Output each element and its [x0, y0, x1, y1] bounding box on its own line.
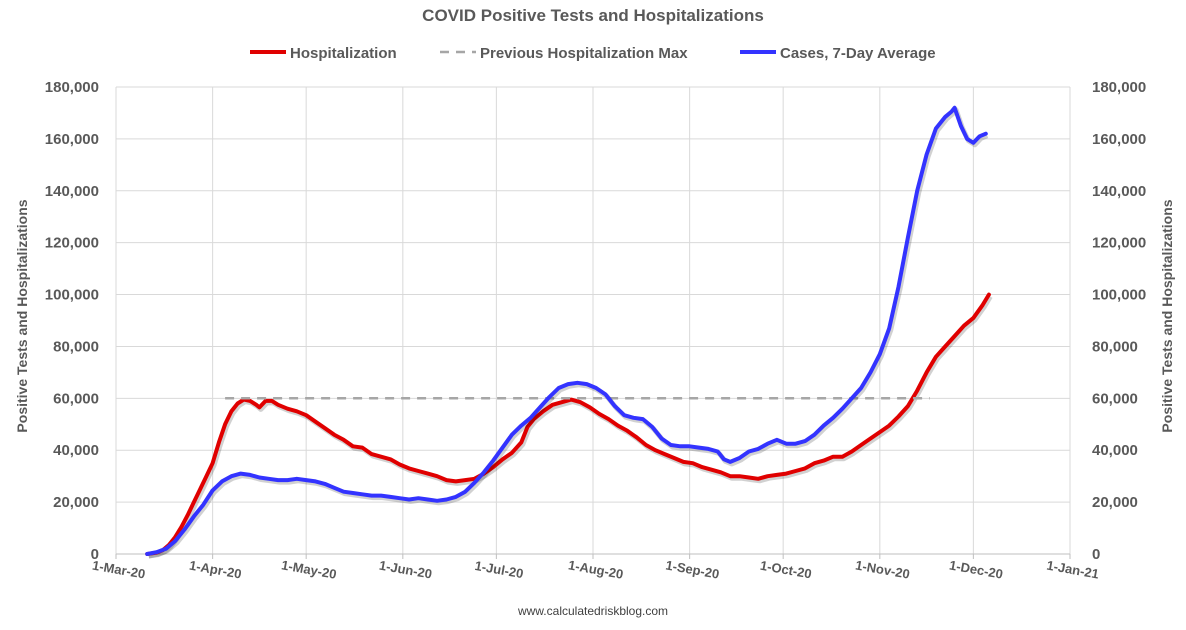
y-tick-label-left: 80,000 — [53, 338, 99, 355]
series-shadow — [148, 107, 989, 559]
y-tick-label-left: 180,000 — [45, 79, 99, 96]
y-axis-label-right: Positive Tests and Hospitalizations — [1159, 199, 1175, 432]
series-line-hospitalization — [145, 292, 991, 556]
y-tick-label-left: 40,000 — [53, 442, 99, 459]
y-tick-label-right: 40,000 — [1092, 442, 1138, 459]
y-axis-label-left: Positive Tests and Hospitalizations — [14, 199, 30, 432]
x-tick-label: 1-Jul-20 — [474, 558, 525, 581]
y-tick-label-right: 60,000 — [1092, 390, 1138, 407]
y-tick-label-right: 140,000 — [1092, 183, 1146, 200]
y-tick-label-right: 20,000 — [1092, 494, 1138, 511]
y-tick-label-right: 180,000 — [1092, 79, 1146, 96]
x-tick-label: 1-Dec-20 — [948, 557, 1004, 581]
y-tick-label-right: 120,000 — [1092, 235, 1146, 252]
source-label: www.calculatedriskblog.com — [517, 604, 668, 618]
series-shadow — [148, 295, 993, 559]
y-tick-label-left: 100,000 — [45, 287, 99, 304]
x-tick-label: 1-Aug-20 — [567, 557, 624, 581]
y-tick-label-left: 0 — [91, 546, 99, 563]
y-tick-label-left: 120,000 — [45, 235, 99, 252]
x-tick-label: 1-Mar-20 — [91, 558, 146, 582]
legend-label: Hospitalization — [290, 45, 397, 62]
y-tick-label-left: 60,000 — [53, 390, 99, 407]
y-tick-label-right: 80,000 — [1092, 338, 1138, 355]
y-tick-label-right: 0 — [1092, 546, 1100, 563]
x-tick-label: 1-Jun-20 — [378, 558, 433, 582]
legend-label: Cases, 7-Day Average — [780, 45, 936, 62]
x-tick-label: 1-Sep-20 — [664, 557, 720, 581]
y-tick-label-right: 100,000 — [1092, 287, 1146, 304]
x-tick-label: 1-Nov-20 — [854, 557, 911, 581]
legend-label: Previous Hospitalization Max — [480, 45, 688, 62]
grid — [115, 86, 1071, 555]
series-line-cases-7-day-average — [145, 105, 988, 556]
legend: Hospitalization Previous Hospitalization … — [250, 45, 936, 62]
series-layer — [145, 105, 993, 559]
axes: 0 0 20,000 20,000 40,000 40,000 60,000 60,000 80… — [45, 79, 1146, 582]
y-tick-label-left: 160,000 — [45, 131, 99, 148]
y-tick-label-left: 20,000 — [53, 494, 99, 511]
x-tick-label: 1-May-20 — [280, 557, 337, 581]
x-tick-label: 1-Apr-20 — [188, 558, 243, 582]
y-tick-label-left: 140,000 — [45, 183, 99, 200]
chart-title: COVID Positive Tests and Hospitalization… — [422, 6, 764, 25]
y-tick-label-right: 160,000 — [1092, 131, 1146, 148]
x-tick-label: 1-Oct-20 — [759, 558, 813, 582]
